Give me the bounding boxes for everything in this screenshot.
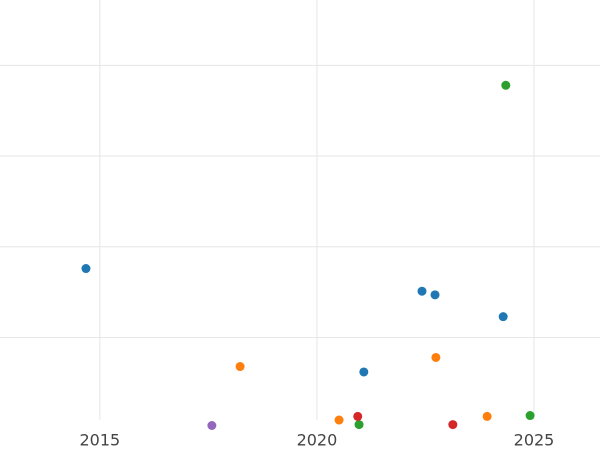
point [354,420,364,430]
point [525,411,535,421]
point [359,367,369,377]
point [501,80,511,90]
point [448,420,458,430]
point [417,286,427,296]
point [334,415,344,425]
point [81,264,91,274]
point [430,290,440,300]
point [498,312,508,322]
point [353,411,363,421]
x-tick-label: 2015 [79,431,120,450]
point [482,411,492,421]
x-tick-label: 2025 [514,431,555,450]
x-tick-label: 2020 [297,431,338,450]
point [207,421,217,431]
point [235,362,245,372]
point [431,352,441,362]
